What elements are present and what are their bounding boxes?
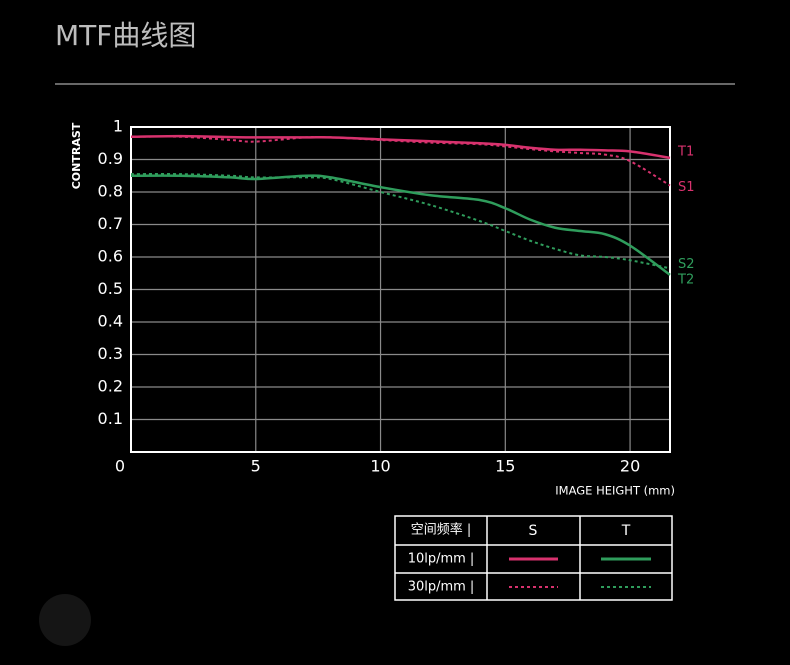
y-tick-label: 0.9 — [98, 149, 123, 168]
y-tick-label: 0.6 — [98, 247, 123, 266]
series-label: S2 — [678, 257, 695, 272]
legend-header: S — [529, 523, 538, 539]
x-axis-label: IMAGE HEIGHT (mm) — [555, 484, 675, 498]
y-tick-label: 0.8 — [98, 182, 123, 201]
series-label: T1 — [677, 144, 694, 159]
series-line — [130, 135, 671, 187]
series-label: T2 — [677, 272, 694, 287]
x-tick-label: 10 — [370, 457, 390, 476]
blur-spot — [39, 594, 91, 646]
series-line — [130, 174, 671, 276]
series-line — [130, 134, 671, 160]
legend-header: T — [621, 523, 631, 539]
y-tick-label: 0.7 — [98, 214, 123, 233]
legend-row-label: 10lp/mm | — [408, 552, 475, 567]
series-line — [130, 173, 671, 270]
y-axis-label: CONTRAST — [70, 122, 83, 189]
legend-header: 空间频率 | — [411, 522, 472, 538]
y-tick-label: 0.5 — [98, 279, 123, 298]
plot-frame — [130, 126, 671, 453]
y-tick-label: 0.3 — [98, 344, 123, 363]
x-tick-label: 5 — [251, 457, 261, 476]
y-tick-label: 0.4 — [98, 312, 123, 331]
x-tick-label: 15 — [495, 457, 515, 476]
legend-border — [394, 515, 673, 601]
chart-title: MTF曲线图 — [55, 19, 196, 52]
x-tick-label: 0 — [115, 457, 125, 476]
legend: 空间频率 | S T 10lp/mm | 30lp/mm | — [394, 515, 673, 601]
x-tick-label: 20 — [620, 457, 640, 476]
y-tick-label: 1 — [113, 117, 123, 136]
legend-row-label: 30lp/mm | — [408, 580, 475, 595]
y-tick-label: 0.1 — [98, 409, 123, 428]
series-label: S1 — [678, 180, 695, 195]
y-tick-label: 0.2 — [98, 377, 123, 396]
